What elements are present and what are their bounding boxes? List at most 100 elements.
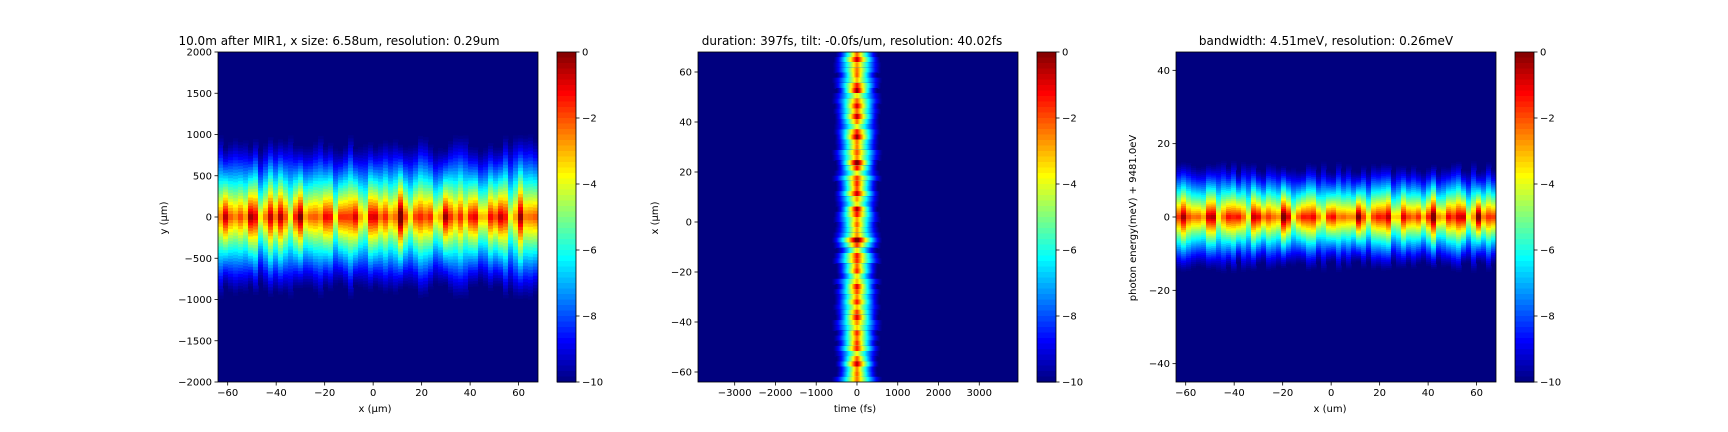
colorbar-segment [1037, 272, 1056, 279]
y-tick-label: 2000 [187, 48, 212, 59]
heatmap-cell [1281, 214, 1287, 220]
y-tick-label: −1500 [178, 336, 212, 347]
colorbar-segment [1037, 228, 1056, 235]
colorbar-segment [1037, 101, 1056, 108]
heatmap-cell [498, 214, 504, 220]
heatmap-cell [856, 191, 858, 197]
heatmap-cell [428, 214, 434, 220]
colorbar-segment [1037, 189, 1056, 196]
colorbar-segment [557, 156, 576, 163]
heatmap-cell [856, 253, 858, 259]
heatmap-cell [433, 214, 439, 220]
heatmap-cell [856, 299, 858, 306]
colorbar-segment [557, 371, 576, 378]
heatmap-cell [478, 214, 484, 220]
y-axis-label: photon energy(meV) + 9481.0eV [1128, 135, 1139, 302]
heatmap-cell [855, 149, 858, 156]
heatmap-cell [1211, 214, 1217, 220]
colorbar-segment [1037, 321, 1056, 328]
panel-title: 10.0m after MIR1, x size: 6.58um, resolu… [178, 34, 499, 48]
heatmap-cell [1306, 214, 1312, 220]
heatmap-cell [393, 213, 399, 221]
heatmap-cell [856, 227, 858, 234]
heatmap-cell [856, 371, 858, 378]
heatmap-cell [1301, 215, 1307, 219]
colorbar-segment [557, 228, 576, 235]
heatmap-cell [1351, 215, 1357, 219]
heatmap-cell [513, 213, 519, 221]
heatmap-cell [856, 124, 858, 130]
colorbar-segment [557, 294, 576, 301]
heatmap-cell [413, 214, 419, 220]
heatmap-cell [856, 57, 858, 63]
colorbar-segment [557, 123, 576, 130]
colorbar-segment [557, 288, 576, 295]
heatmap-cell [856, 134, 858, 141]
heatmap-cell [283, 213, 289, 221]
x-tick-label: −3000 [718, 388, 752, 399]
heatmap-cell [1421, 215, 1427, 219]
y-tick-label: −2000 [178, 378, 212, 389]
colorbar: 0−2−4−6−8−10 [1036, 48, 1083, 389]
heatmap-cell [1336, 214, 1342, 220]
heatmap-cell [1276, 215, 1282, 219]
heatmap-cell [856, 335, 858, 342]
heatmap-cell [1246, 214, 1252, 220]
heatmap-cell [856, 160, 858, 167]
y-tick-label: 40 [679, 118, 692, 129]
heatmap-cell [1181, 214, 1187, 220]
heatmap-cell [443, 214, 449, 220]
x-tick-label: 60 [512, 388, 525, 399]
heatmap-cell [508, 214, 514, 220]
colorbar-segment [557, 233, 576, 240]
colorbar-segment [1037, 305, 1056, 312]
heatmap-cell [503, 213, 509, 221]
colorbar-segment [557, 239, 576, 246]
colorbar-segment [557, 68, 576, 75]
heatmap [1176, 158, 1496, 276]
heatmap-cell [228, 214, 234, 220]
panel-title: duration: 397fs, tilt: -0.0fs/um, resolu… [702, 34, 1002, 48]
heatmap-cell [1316, 215, 1322, 219]
heatmap-cell [855, 258, 858, 265]
panel-beam-profile: 10.0m after MIR1, x size: 6.58um, resolu… [159, 34, 603, 415]
x-tick-label: 3000 [967, 388, 992, 399]
colorbar-segment [557, 167, 576, 174]
heatmap-cell [856, 211, 858, 218]
colorbar-tick-label: −10 [1062, 378, 1083, 389]
x-tick-label: 1000 [885, 388, 910, 399]
heatmap-cell [248, 214, 254, 220]
colorbar-segment [557, 206, 576, 213]
y-tick-label: −1000 [178, 295, 212, 306]
heatmap-cell [856, 88, 858, 94]
heatmap-cell [223, 214, 229, 220]
heatmap-cell [218, 213, 224, 221]
colorbar-segment [1037, 85, 1056, 92]
colorbar-segment [557, 354, 576, 361]
colorbar-segment [557, 173, 576, 180]
heatmap-cell [1371, 214, 1377, 220]
colorbar-segment [1037, 239, 1056, 246]
heatmap-cell [328, 214, 334, 220]
axes-frame [697, 51, 1019, 383]
heatmap-cell [855, 320, 858, 326]
x-tick-label: 2000 [926, 388, 951, 399]
colorbar-segment [557, 365, 576, 372]
heatmap-cell [288, 213, 294, 221]
heatmap-cell [488, 214, 494, 220]
heatmap-cell [856, 263, 858, 270]
colorbar-segment [1037, 376, 1056, 383]
y-tick-label: 0 [686, 218, 692, 229]
heatmap-cell [856, 139, 858, 146]
heatmap-cell [308, 214, 314, 220]
colorbar-segment [557, 349, 576, 356]
heatmap-cell [856, 52, 858, 58]
heatmap-cell [856, 144, 858, 151]
x-tick-label: 0 [370, 388, 376, 399]
heatmap-cell [1286, 215, 1292, 219]
heatmap-cell [1186, 214, 1192, 220]
heatmap-cell [856, 165, 858, 172]
heatmap-cell [423, 213, 429, 221]
panel-title: bandwidth: 4.51meV, resolution: 0.26meV [1199, 34, 1454, 48]
heatmap-cell [856, 232, 858, 239]
